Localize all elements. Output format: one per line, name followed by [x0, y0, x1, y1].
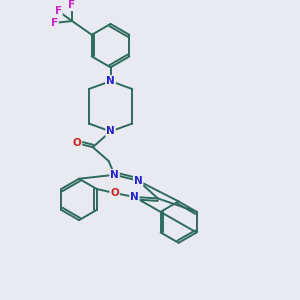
Text: F: F	[68, 0, 76, 10]
Text: O: O	[73, 138, 81, 148]
Text: N: N	[134, 176, 142, 186]
Text: N: N	[106, 126, 115, 136]
Text: N: N	[106, 76, 115, 86]
Text: N: N	[106, 76, 115, 86]
Text: N: N	[110, 170, 119, 180]
Text: O: O	[110, 188, 119, 198]
Text: F: F	[51, 18, 58, 28]
Text: F: F	[55, 6, 62, 16]
Text: N: N	[130, 192, 139, 202]
